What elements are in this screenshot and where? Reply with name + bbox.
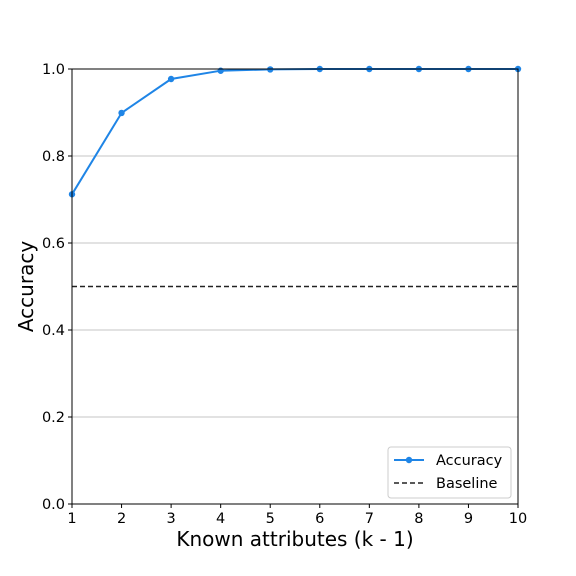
x-tick-label: 8 — [414, 511, 423, 527]
x-tick-label: 2 — [117, 511, 126, 527]
x-tick-label: 9 — [464, 511, 473, 527]
x-tick-label: 6 — [315, 511, 324, 527]
y-tick-label: 0.0 — [42, 497, 65, 513]
y-tick-label: 1.0 — [42, 62, 65, 78]
x-tick-label: 10 — [509, 511, 527, 527]
x-axis-ticks: 1 2 3 4 5 6 7 8 9 10 — [67, 504, 527, 527]
legend: Accuracy Baseline — [387, 446, 512, 499]
x-tick-label: 1 — [67, 511, 76, 527]
legend-accuracy-swatch-marker — [405, 456, 413, 464]
x-tick-label: 7 — [365, 511, 374, 527]
y-tick-label: 0.4 — [42, 323, 65, 339]
accuracy-point — [167, 75, 175, 83]
x-tick-label: 4 — [216, 511, 225, 527]
accuracy-point — [118, 109, 125, 117]
y-tick-label: 0.8 — [42, 149, 65, 165]
series-layer — [68, 65, 522, 198]
x-axis-label: Known attributes (k - 1) — [176, 527, 413, 551]
y-tick-label: 0.2 — [42, 410, 65, 426]
accuracy-line — [71, 68, 518, 195]
plot-frame — [71, 68, 519, 505]
legend-accuracy-label: Accuracy — [436, 453, 503, 469]
y-axis-ticks: 0.0 0.2 0.4 0.6 0.8 1.0 — [42, 62, 72, 513]
x-tick-label: 5 — [266, 511, 275, 527]
legend-baseline-label: Baseline — [436, 476, 498, 492]
y-tick-label: 0.6 — [42, 236, 65, 252]
y-axis-label: Accuracy — [14, 241, 38, 332]
x-tick-label: 3 — [166, 511, 175, 527]
